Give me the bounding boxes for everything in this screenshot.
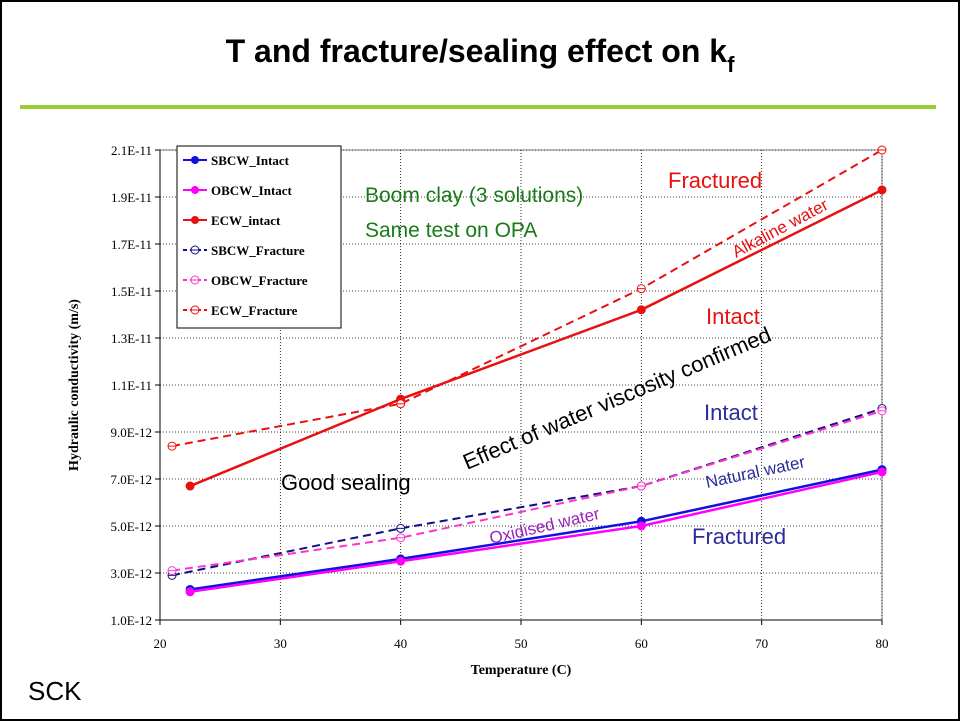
y-tick-label: 7.0E-12 — [110, 472, 152, 487]
annotation: Intact — [704, 400, 758, 425]
title-main: T and fracture/sealing effect on k — [226, 33, 728, 69]
slide-title: T and fracture/sealing effect on kf — [226, 33, 735, 77]
annotation: Same test on OPA — [365, 219, 537, 242]
y-tick-label: 3.0E-12 — [110, 566, 152, 581]
legend-marker-circle — [191, 156, 199, 164]
series-line — [189, 468, 883, 591]
x-axis-label: Temperature (C) — [471, 663, 572, 678]
x-tick-label: 50 — [515, 636, 528, 651]
legend-marker — [190, 275, 200, 285]
legend-marker — [190, 245, 200, 255]
marker — [185, 587, 195, 597]
series-line — [171, 409, 883, 572]
legend-marker-circle — [191, 186, 199, 194]
annotation: Intact — [706, 304, 760, 329]
x-tick-label: 40 — [394, 636, 407, 651]
x-tick-label: 20 — [154, 636, 167, 651]
footer: SCK — [28, 676, 82, 706]
annotation: Fractured — [692, 524, 786, 549]
legend-marker — [191, 156, 199, 164]
marker — [877, 467, 887, 477]
y-tick-label: 2.1E-11 — [111, 143, 152, 158]
y-tick-label: 1.0E-12 — [110, 613, 152, 628]
legend-label: ECW_intact — [211, 213, 281, 228]
title-subscript: f — [727, 52, 735, 77]
legend-marker — [191, 216, 199, 224]
x-tick-label: 60 — [635, 636, 648, 651]
series-line — [189, 470, 883, 594]
legend-marker — [190, 305, 200, 315]
plot: 1.0E-12 3.0E-12 5.0E-12 7.0E-12 9.0E-12 1.1E-… — [67, 143, 889, 678]
x-tick-label: 80 — [876, 636, 889, 651]
marker — [396, 556, 406, 566]
legend-marker-circle — [191, 216, 199, 224]
annotation: Boom clay (3 solutions) — [365, 184, 583, 207]
marker — [877, 185, 887, 195]
legend-label: SBCW_Fracture — [211, 243, 305, 258]
y-axis-label: Hydraulic conductivity (m/s) — [67, 299, 82, 471]
legend-marker — [191, 186, 199, 194]
y-tick-label: 1.1E-11 — [111, 378, 152, 393]
legend-label: ECW_Fracture — [211, 303, 298, 318]
y-tick-label: 1.5E-11 — [111, 284, 152, 299]
legend-label: OBCW_Fracture — [211, 273, 308, 288]
marker — [636, 305, 646, 315]
series-line — [189, 188, 883, 488]
series-line — [171, 407, 883, 577]
legend-label: OBCW_Intact — [211, 183, 293, 198]
annotation: Good sealing — [281, 470, 411, 495]
x-tick-label: 70 — [755, 636, 768, 651]
x-tick-label: 30 — [274, 636, 287, 651]
y-tick-label: 9.0E-12 — [110, 425, 152, 440]
series-line — [171, 149, 883, 448]
legend-box — [176, 145, 342, 329]
marker — [185, 481, 195, 491]
annotation: Fractured — [668, 168, 762, 193]
marker — [636, 521, 646, 531]
y-tick-label: 1.3E-11 — [111, 331, 152, 346]
y-tick-label: 1.9E-11 — [111, 190, 152, 205]
legend-label: SBCW_Intact — [211, 153, 290, 168]
y-tick-label: 1.7E-11 — [111, 237, 152, 252]
y-tick-label: 5.0E-12 — [110, 519, 152, 534]
